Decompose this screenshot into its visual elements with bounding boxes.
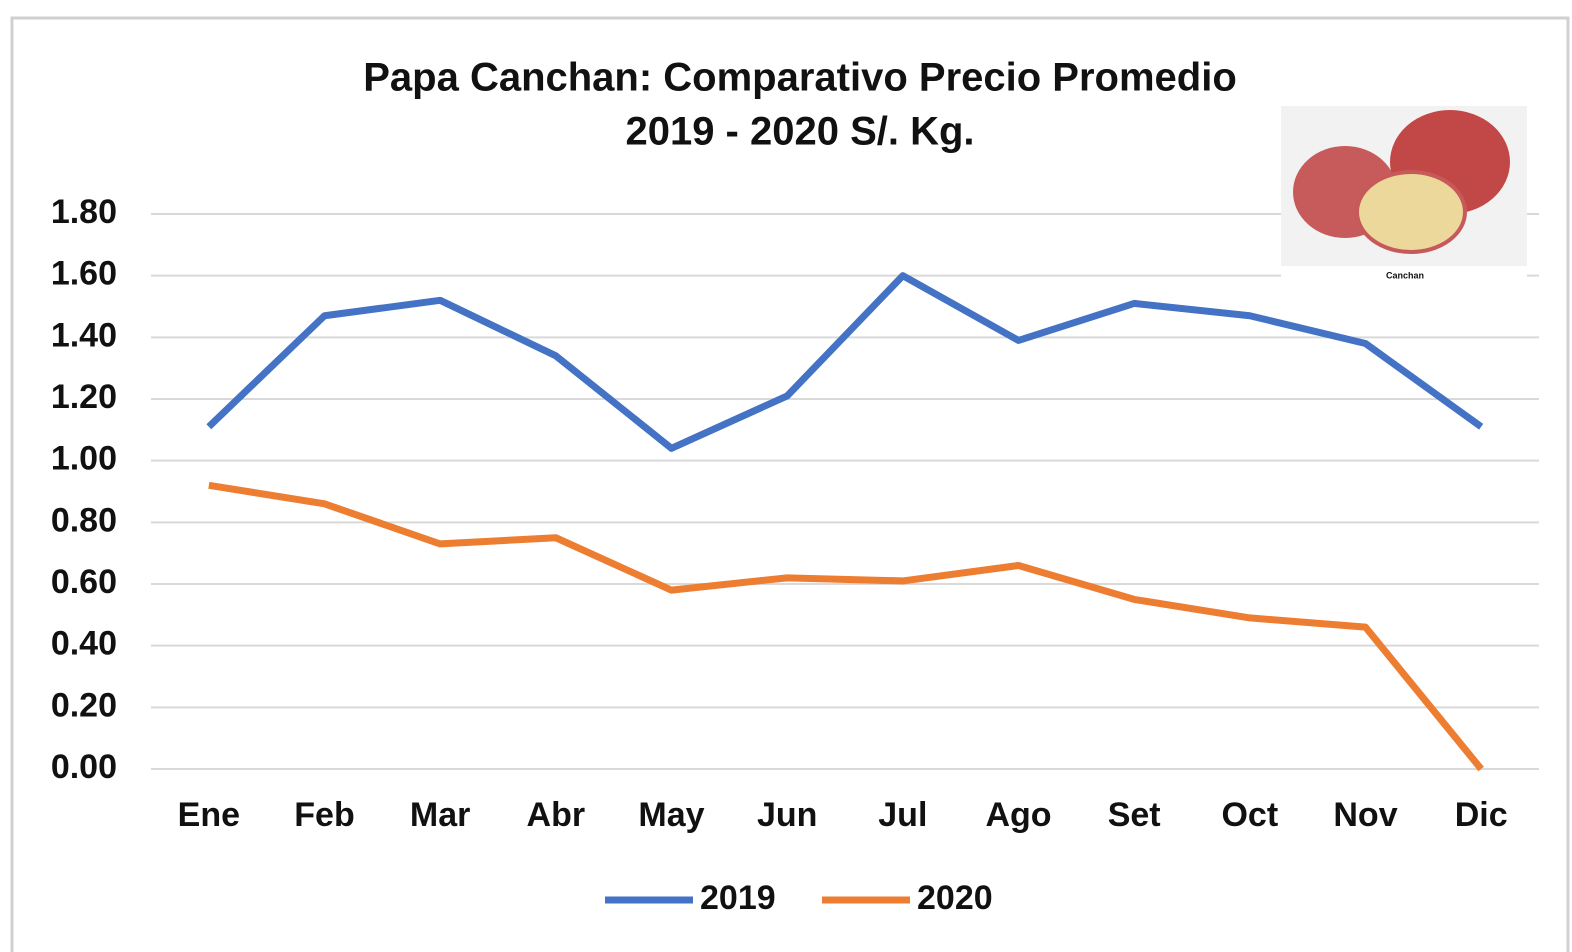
x-tick-label: Oct — [1221, 796, 1278, 834]
x-tick-label: Dic — [1455, 796, 1508, 834]
y-tick-label: 0.20 — [51, 686, 117, 724]
potato-half — [1355, 170, 1467, 254]
potato-image: Canchan — [1281, 106, 1527, 284]
x-tick-label: Ago — [985, 796, 1051, 834]
series-line — [206, 272, 1484, 452]
y-tick-label: 1.20 — [51, 378, 117, 416]
y-tick-label: 0.60 — [51, 563, 117, 601]
y-tick-label: 0.00 — [51, 748, 117, 786]
y-tick-label: 1.00 — [51, 440, 117, 478]
x-tick-label: Ene — [178, 796, 240, 834]
image-caption: Canchan — [1386, 270, 1424, 280]
legend-label: 2019 — [700, 879, 776, 917]
y-tick-label: 1.60 — [51, 255, 117, 293]
chart-title: 2019 - 2020 S/. Kg. — [625, 110, 974, 154]
frame — [10, 16, 1570, 952]
y-tick-label: 0.40 — [51, 625, 117, 663]
y-tick-label: 1.80 — [51, 193, 117, 231]
y-tick-label: 1.40 — [51, 316, 117, 354]
x-tick-label: Jul — [878, 796, 927, 834]
x-tick-label: Jun — [757, 796, 817, 834]
chart-title: Papa Canchan: Comparativo Precio Promedi… — [363, 56, 1237, 100]
x-tick-label: Feb — [294, 796, 354, 834]
legend-label: 2020 — [917, 879, 993, 917]
x-tick-label: Mar — [410, 796, 470, 834]
x-tick-label: Set — [1108, 796, 1161, 834]
caption-bg — [1281, 266, 1527, 284]
x-tick-label: Abr — [527, 796, 586, 834]
y-tick-label: 0.80 — [51, 501, 117, 539]
series-line — [208, 481, 1484, 772]
x-tick-label: May — [638, 796, 704, 834]
grid — [151, 213, 1539, 770]
x-tick-label: Nov — [1333, 796, 1397, 834]
